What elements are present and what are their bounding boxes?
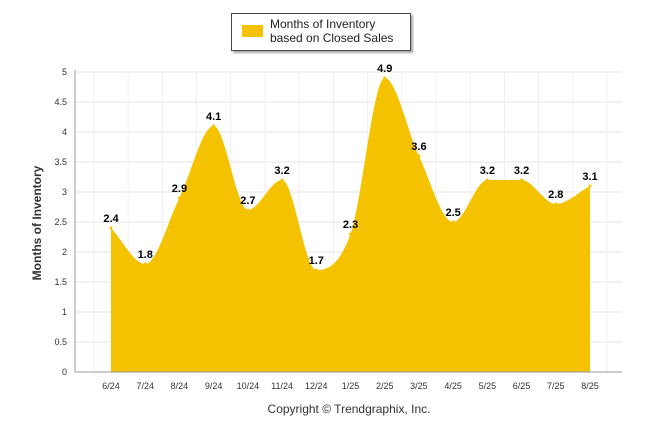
data-label-layer: 2.4 1.8 2.9 4.1 2.7 3.2 1.7 2.3 4.9 3.6 2.5 3.2 3.2 2… — [103, 63, 597, 267]
data-point — [280, 178, 284, 182]
data-point — [451, 220, 455, 224]
data-label: 3.2 — [480, 165, 495, 177]
data-point — [520, 178, 524, 182]
data-point — [417, 154, 421, 158]
x-tick-label: 3/25 — [410, 381, 428, 391]
x-tick-label: 11/24 — [271, 381, 293, 391]
x-tick-label: 8/24 — [171, 381, 189, 391]
y-tick-label: 2.5 — [54, 217, 67, 227]
data-point — [485, 178, 489, 182]
data-point — [109, 226, 113, 230]
y-tick-label: 1 — [62, 307, 67, 317]
x-tick-label: 10/24 — [237, 381, 260, 391]
data-point — [314, 268, 318, 272]
data-point — [349, 232, 352, 236]
data-label: 1.8 — [138, 249, 153, 261]
data-label: 2.3 — [343, 219, 358, 231]
y-tick-label: 4 — [62, 127, 67, 137]
series-area — [111, 78, 590, 372]
y-tick-label: 3.5 — [54, 157, 67, 167]
legend-label: Months of Inventory based on Closed Sale… — [270, 17, 394, 45]
copyright-text: Copyright © Trendgraphix, Inc. — [268, 402, 431, 416]
x-tick-label: 1/25 — [342, 381, 360, 391]
data-label: 2.9 — [172, 183, 187, 195]
x-tick-label: 4/25 — [444, 381, 462, 391]
data-point — [143, 262, 147, 266]
data-label: 3.1 — [582, 171, 597, 183]
y-tick-label: 0 — [62, 367, 67, 377]
x-tick-label: 7/24 — [136, 381, 154, 391]
data-label: 2.4 — [103, 213, 119, 225]
x-tick-label: 6/24 — [102, 381, 120, 391]
data-label: 2.5 — [445, 207, 460, 219]
data-point — [246, 208, 250, 212]
x-tick-label: 6/25 — [513, 381, 531, 391]
y-axis-title: Months of Inventory — [30, 165, 44, 280]
data-label: 3.2 — [274, 165, 289, 177]
data-point — [554, 202, 558, 206]
x-tick-label: 9/24 — [205, 381, 223, 391]
axis-layer: 0 0.5 1 1.5 2 2.5 3 3.5 4 4.5 5 6/24 7/24 8/24 9/24 10/… — [54, 67, 622, 391]
legend[interactable]: Months of Inventory based on Closed Sale… — [231, 13, 411, 51]
data-label: 2.8 — [548, 189, 563, 201]
x-tick-label: 2/25 — [376, 381, 394, 391]
data-point — [383, 76, 387, 80]
y-tick-label: 1.5 — [54, 277, 67, 287]
y-tick-label: 5 — [62, 67, 67, 77]
legend-swatch — [242, 25, 263, 37]
data-label: 3.2 — [514, 165, 529, 177]
x-tick-label: 8/25 — [581, 381, 599, 391]
data-label: 4.9 — [377, 63, 392, 75]
data-point — [212, 124, 216, 128]
x-tick-label: 5/25 — [479, 381, 497, 391]
data-label: 1.7 — [309, 255, 324, 267]
y-tick-label: 4.5 — [54, 97, 67, 107]
x-tick-label: 7/25 — [547, 381, 565, 391]
area-layer — [109, 76, 592, 372]
y-tick-label: 3 — [62, 187, 67, 197]
y-tick-label: 0.5 — [54, 337, 67, 347]
data-point — [177, 196, 181, 200]
x-tick-label: 12/24 — [305, 381, 328, 391]
data-label: 3.6 — [411, 141, 426, 153]
data-point — [588, 184, 592, 188]
y-tick-label: 2 — [62, 247, 67, 257]
data-label: 2.7 — [240, 195, 255, 207]
data-label: 4.1 — [206, 111, 221, 123]
